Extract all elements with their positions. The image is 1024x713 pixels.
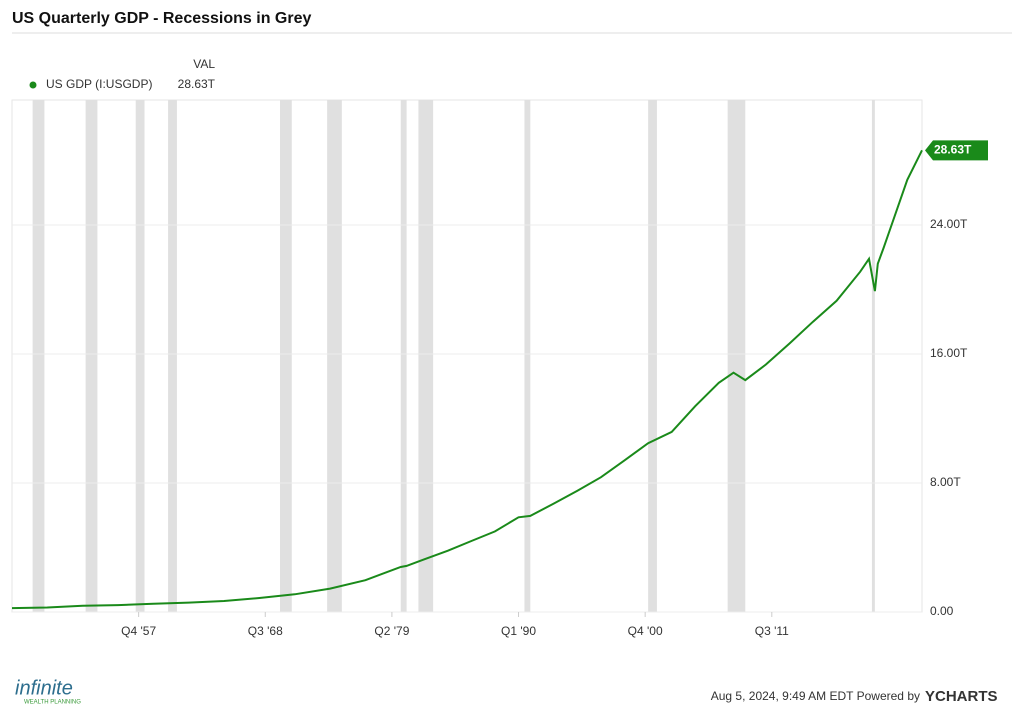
recession-band <box>85 100 98 612</box>
legend-label: US GDP (I:USGDP) <box>46 77 152 91</box>
recession-band <box>648 100 657 612</box>
value-flag <box>925 140 988 161</box>
recession-band <box>400 100 407 612</box>
chart-title: US Quarterly GDP - Recessions in Grey <box>12 10 311 27</box>
value-flag-label: 28.63T <box>934 142 972 156</box>
recession-band <box>135 100 145 612</box>
recession-band <box>279 100 292 612</box>
recession-band <box>524 100 531 612</box>
legend-header: VAL <box>193 57 215 71</box>
x-tick-label: Q3 '11 <box>755 624 789 638</box>
y-tick-label: 16.00T <box>930 346 968 360</box>
logo-sub: WEALTH PLANNING <box>24 700 81 706</box>
logo: infinite <box>15 677 73 699</box>
series-line <box>11 149 923 610</box>
plot-frame <box>11 99 923 613</box>
recession-band <box>327 100 342 612</box>
recession-band <box>871 100 875 612</box>
legend-marker <box>29 81 37 89</box>
legend-value: 28.63T <box>178 77 216 91</box>
recession-band <box>418 100 434 612</box>
y-tick-label: 8.00T <box>930 475 961 489</box>
brand: YCHARTS <box>925 688 998 705</box>
x-tick-label: Q4 '00 <box>628 624 663 638</box>
recession-band <box>168 100 177 612</box>
x-tick-label: Q4 '57 <box>121 624 156 638</box>
footer: Aug 5, 2024, 9:49 AM EDT Powered by <box>711 689 920 703</box>
y-tick-label: 24.00T <box>930 217 968 231</box>
recession-band <box>727 100 746 612</box>
x-tick-label: Q2 '79 <box>374 624 409 638</box>
x-tick-label: Q1 '90 <box>501 624 536 638</box>
x-tick-label: Q3 '68 <box>248 624 283 638</box>
y-tick-label: 0.00 <box>930 604 954 618</box>
recession-band <box>32 100 45 612</box>
